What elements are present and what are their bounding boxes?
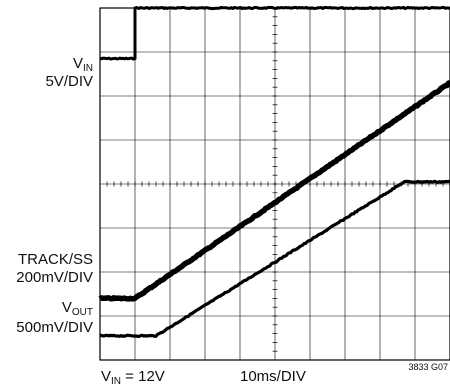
vin-label-main: V	[72, 55, 83, 72]
trace-track-ss	[98, 80, 450, 302]
vout-label-sub: OUT	[71, 307, 93, 318]
figure-code: 3833 G07	[408, 362, 448, 372]
trace-vout	[99, 179, 450, 338]
track-scale-label: 200mV/DIV	[16, 269, 93, 286]
track-label: TRACK/SS	[17, 251, 93, 268]
trace-vin	[99, 5, 450, 61]
vout-scale-label: 500mV/DIV	[16, 319, 93, 336]
vin-label: VIN	[73, 55, 93, 77]
vin-condition-main: V	[101, 368, 112, 385]
vout-label-main: V	[61, 299, 72, 316]
vin-condition-sub: IN	[111, 376, 122, 387]
scope-traces	[98, 5, 450, 338]
scope-grid	[99, 7, 450, 361]
timebase-label: 10ms/DIV	[240, 368, 306, 385]
vin-condition-value: = 12V	[121, 368, 165, 385]
vin-scale-label: 5V/DIV	[45, 73, 93, 90]
vout-label: VOUT	[62, 299, 93, 321]
vin-condition: VIN = 12V	[101, 368, 165, 390]
vin-label-sub: IN	[83, 63, 93, 74]
